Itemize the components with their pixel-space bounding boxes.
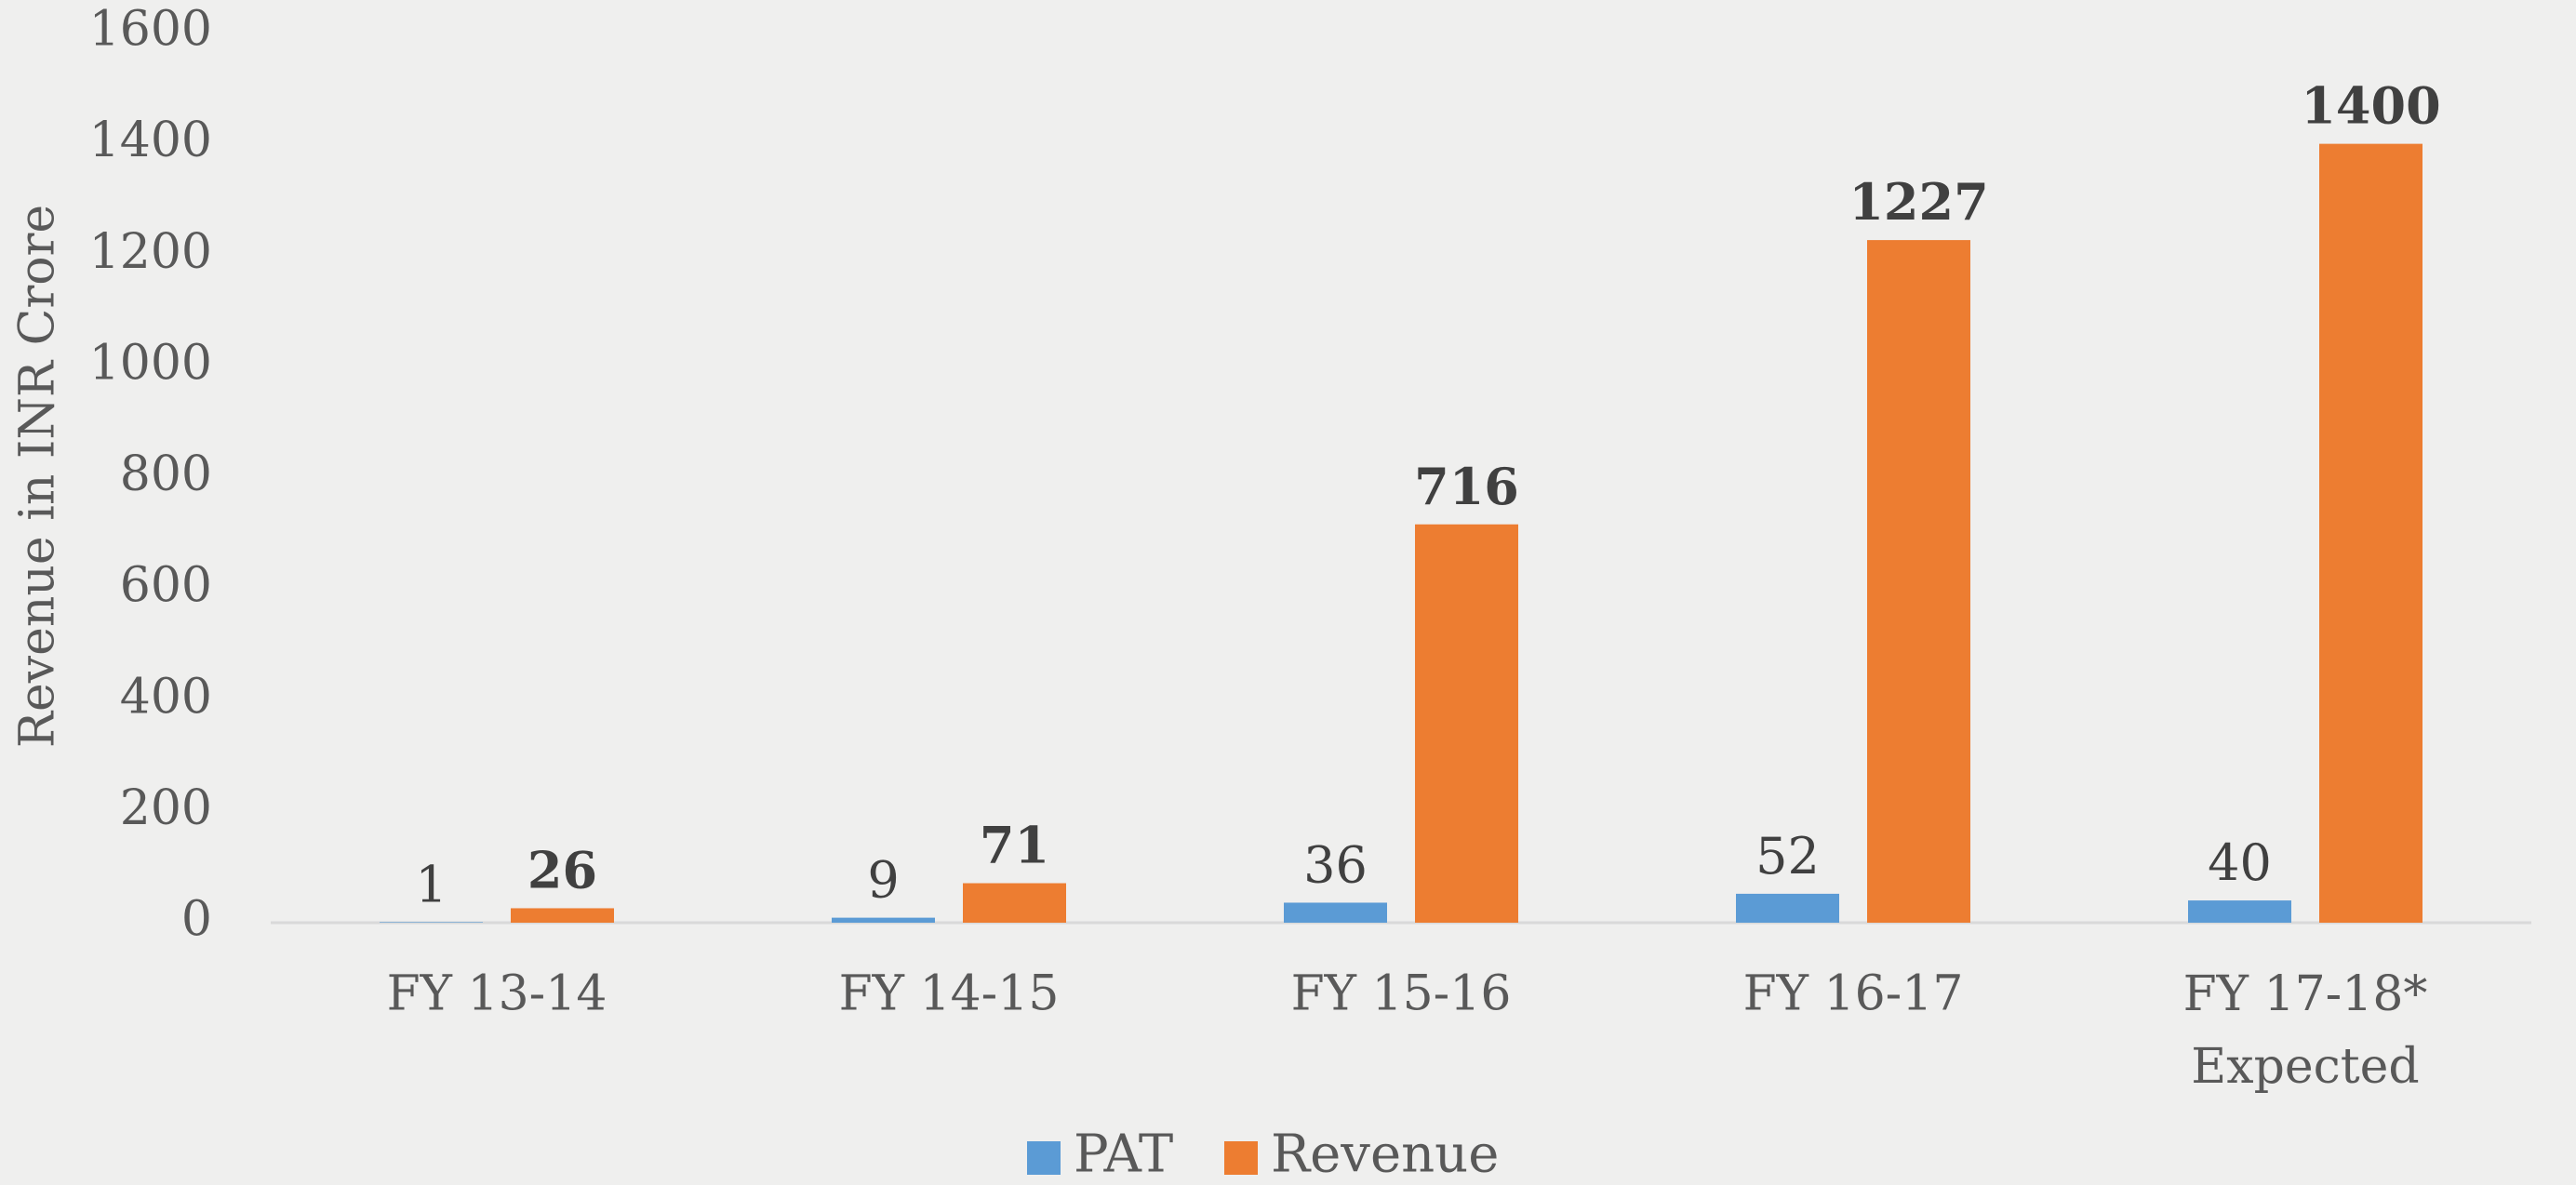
legend-swatch (1027, 1141, 1061, 1175)
x-tick-label: FY 13-14 (387, 966, 607, 1022)
value-label: 52 (1755, 827, 1820, 885)
legend-swatch (1224, 1141, 1258, 1175)
value-label: 40 (2208, 833, 2272, 892)
bar (1284, 902, 1387, 923)
bar (1736, 893, 1839, 923)
y-tick-label: 200 (120, 780, 212, 836)
x-tick-label: FY 15-16 (1291, 966, 1512, 1022)
bar (2319, 143, 2423, 923)
bar (963, 883, 1066, 923)
y-axis-label: Revenue in INR Crore (10, 205, 66, 748)
value-label: 1 (415, 855, 447, 913)
bar (2188, 900, 2291, 923)
bar (380, 922, 483, 923)
legend-label: PAT (1074, 1125, 1173, 1185)
value-label: 9 (867, 851, 899, 910)
y-tick-label: 600 (120, 558, 212, 614)
x-tick-label: FY 16-17 (1743, 966, 1964, 1022)
value-label: 71 (980, 816, 1049, 875)
value-label: 716 (1414, 457, 1519, 516)
y-tick-label: 1000 (89, 335, 212, 391)
legend-label: Revenue (1271, 1125, 1499, 1185)
y-tick-label: 1600 (89, 2, 212, 58)
y-tick-label: 400 (120, 669, 212, 725)
x-tick-label: FY 14-15 (839, 966, 1060, 1022)
x-tick-label: FY 17-18* Expected (2183, 966, 2428, 1095)
bar (1867, 240, 1970, 924)
value-label: 1400 (2301, 76, 2440, 136)
value-label: 26 (527, 841, 597, 900)
y-tick-label: 800 (120, 446, 212, 502)
bar (511, 908, 614, 923)
bar (1415, 524, 1518, 923)
y-tick-label: 0 (181, 892, 212, 948)
y-tick-label: 1200 (89, 224, 212, 280)
value-label: 1227 (1849, 172, 1988, 232)
bar (832, 917, 935, 923)
value-label: 36 (1303, 835, 1368, 894)
y-tick-label: 1400 (89, 113, 212, 168)
